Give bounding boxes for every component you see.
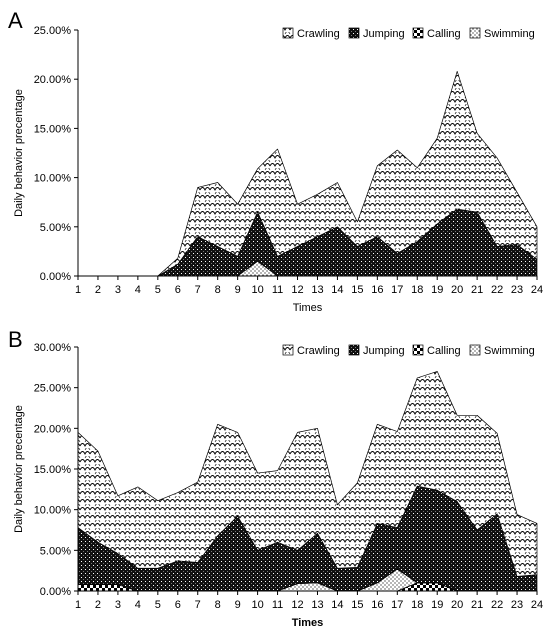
x-tick-label-a: 13 xyxy=(311,284,323,296)
y-tick-label-a: 5.00% xyxy=(40,222,71,234)
legend-swatch-calling-a xyxy=(412,27,424,39)
y-tick-label-b: 20.00% xyxy=(34,423,72,435)
x-tick-label-a: 9 xyxy=(235,284,241,296)
x-tick-label-a: 5 xyxy=(155,284,161,296)
y-tick-label-a: 0.00% xyxy=(40,271,71,283)
x-tick-label-a: 24 xyxy=(531,284,543,296)
legend-swatch-swimming-b xyxy=(469,344,481,356)
x-tick-label-a: 14 xyxy=(331,284,343,296)
x-tick-label-b: 8 xyxy=(215,599,221,611)
x-tick-label-a: 23 xyxy=(511,284,523,296)
x-tick-label-b: 7 xyxy=(195,599,201,611)
legend-label-jumping-b: Jumping xyxy=(363,345,405,357)
y-tick-label-a: 20.00% xyxy=(34,74,72,86)
x-tick-label-a: 18 xyxy=(411,284,423,296)
x-tick-label-b: 18 xyxy=(411,599,423,611)
x-tick-label-b: 15 xyxy=(351,599,363,611)
y-tick-label-b: 30.00% xyxy=(34,342,72,354)
legend-label-crawling-b: Crawling xyxy=(297,345,340,357)
y-tick-label-a: 15.00% xyxy=(34,123,72,135)
y-tick-label-b: 5.00% xyxy=(40,545,71,557)
x-tick-label-a: 4 xyxy=(135,284,141,296)
x-tick-label-b: 13 xyxy=(311,599,323,611)
legend-swatch-crawling-b xyxy=(282,344,294,356)
x-tick-label-a: 3 xyxy=(115,284,121,296)
x-tick-label-a: 8 xyxy=(215,284,221,296)
x-tick-label-a: 16 xyxy=(371,284,383,296)
x-tick-label-a: 12 xyxy=(291,284,303,296)
x-tick-label-a: 6 xyxy=(175,284,181,296)
area-series-crawling-b xyxy=(77,371,538,577)
x-tick-label-a: 2 xyxy=(95,284,101,296)
x-tick-label-b: 4 xyxy=(135,599,141,611)
x-tick-label-b: 3 xyxy=(115,599,121,611)
x-tick-label-a: 17 xyxy=(391,284,403,296)
y-axis-title-a: Daily behavior precentage xyxy=(13,89,25,217)
legend-label-swimming-a: Swimming xyxy=(484,28,535,40)
x-tick-label-b: 1 xyxy=(75,599,81,611)
y-tick-label-b: 0.00% xyxy=(40,586,71,598)
x-tick-label-a: 15 xyxy=(351,284,363,296)
x-tick-label-a: 21 xyxy=(471,284,483,296)
x-tick-label-b: 20 xyxy=(451,599,463,611)
x-tick-label-b: 11 xyxy=(272,599,283,611)
x-tick-label-a: 10 xyxy=(251,284,263,296)
legend-swatch-crawling-a xyxy=(282,27,294,39)
legend-label-swimming-b: Swimming xyxy=(484,345,535,357)
x-tick-label-b: 24 xyxy=(531,599,543,611)
legend-label-calling-a: Calling xyxy=(427,28,461,40)
y-tick-label-b: 15.00% xyxy=(34,464,72,476)
x-axis-title-a: Times xyxy=(293,302,323,314)
x-tick-label-b: 2 xyxy=(95,599,101,611)
chart-panel-b: 0.00% 5.00% 10.00% 15.00% 20.00% 25.00% 30.00%… xyxy=(8,327,543,629)
legend-label-calling-b: Calling xyxy=(427,345,461,357)
panel-label-a: A xyxy=(8,8,23,33)
legend-swatch-jumping-a xyxy=(348,27,360,39)
x-tick-label-b: 16 xyxy=(371,599,383,611)
x-tick-label-a: 20 xyxy=(451,284,463,296)
x-tick-label-b: 10 xyxy=(251,599,263,611)
legend-swatch-swimming-a xyxy=(469,27,481,39)
x-tick-label-b: 21 xyxy=(471,599,483,611)
x-axis-title-b: Times xyxy=(292,617,324,629)
x-tick-label-b: 9 xyxy=(235,599,241,611)
x-tick-label-a: 1 xyxy=(75,284,81,296)
x-tick-label-b: 17 xyxy=(391,599,403,611)
x-tick-label-b: 6 xyxy=(175,599,181,611)
x-tick-label-a: 7 xyxy=(195,284,201,296)
x-tick-label-a: 22 xyxy=(491,284,503,296)
legend-swatch-calling-b xyxy=(412,344,424,356)
y-tick-label-a: 10.00% xyxy=(34,173,72,185)
y-tick-label-a: 25.00% xyxy=(34,25,72,37)
legend-label-jumping-a: Jumping xyxy=(363,28,405,40)
x-tick-label-a: 11 xyxy=(272,284,283,296)
area-series-crawling-a xyxy=(77,70,538,277)
x-tick-label-b: 5 xyxy=(155,599,161,611)
y-tick-label-b: 25.00% xyxy=(34,383,72,395)
x-tick-label-b: 19 xyxy=(431,599,443,611)
x-tick-label-b: 14 xyxy=(331,599,343,611)
legend-swatch-jumping-b xyxy=(348,344,360,356)
x-tick-label-b: 12 xyxy=(291,599,303,611)
x-tick-label-a: 19 xyxy=(431,284,443,296)
legend-label-crawling-a: Crawling xyxy=(297,28,340,40)
x-tick-label-b: 23 xyxy=(511,599,523,611)
chart-panel-a: 0.00%5.00%10.00%15.00%20.00%25.00%1 2 3 4 5 6… xyxy=(8,8,543,314)
y-axis-title-b: Daily behavior precentage xyxy=(13,405,25,533)
y-tick-label-b: 10.00% xyxy=(34,505,72,517)
x-tick-label-b: 22 xyxy=(491,599,503,611)
panel-label-b: B xyxy=(8,327,23,352)
